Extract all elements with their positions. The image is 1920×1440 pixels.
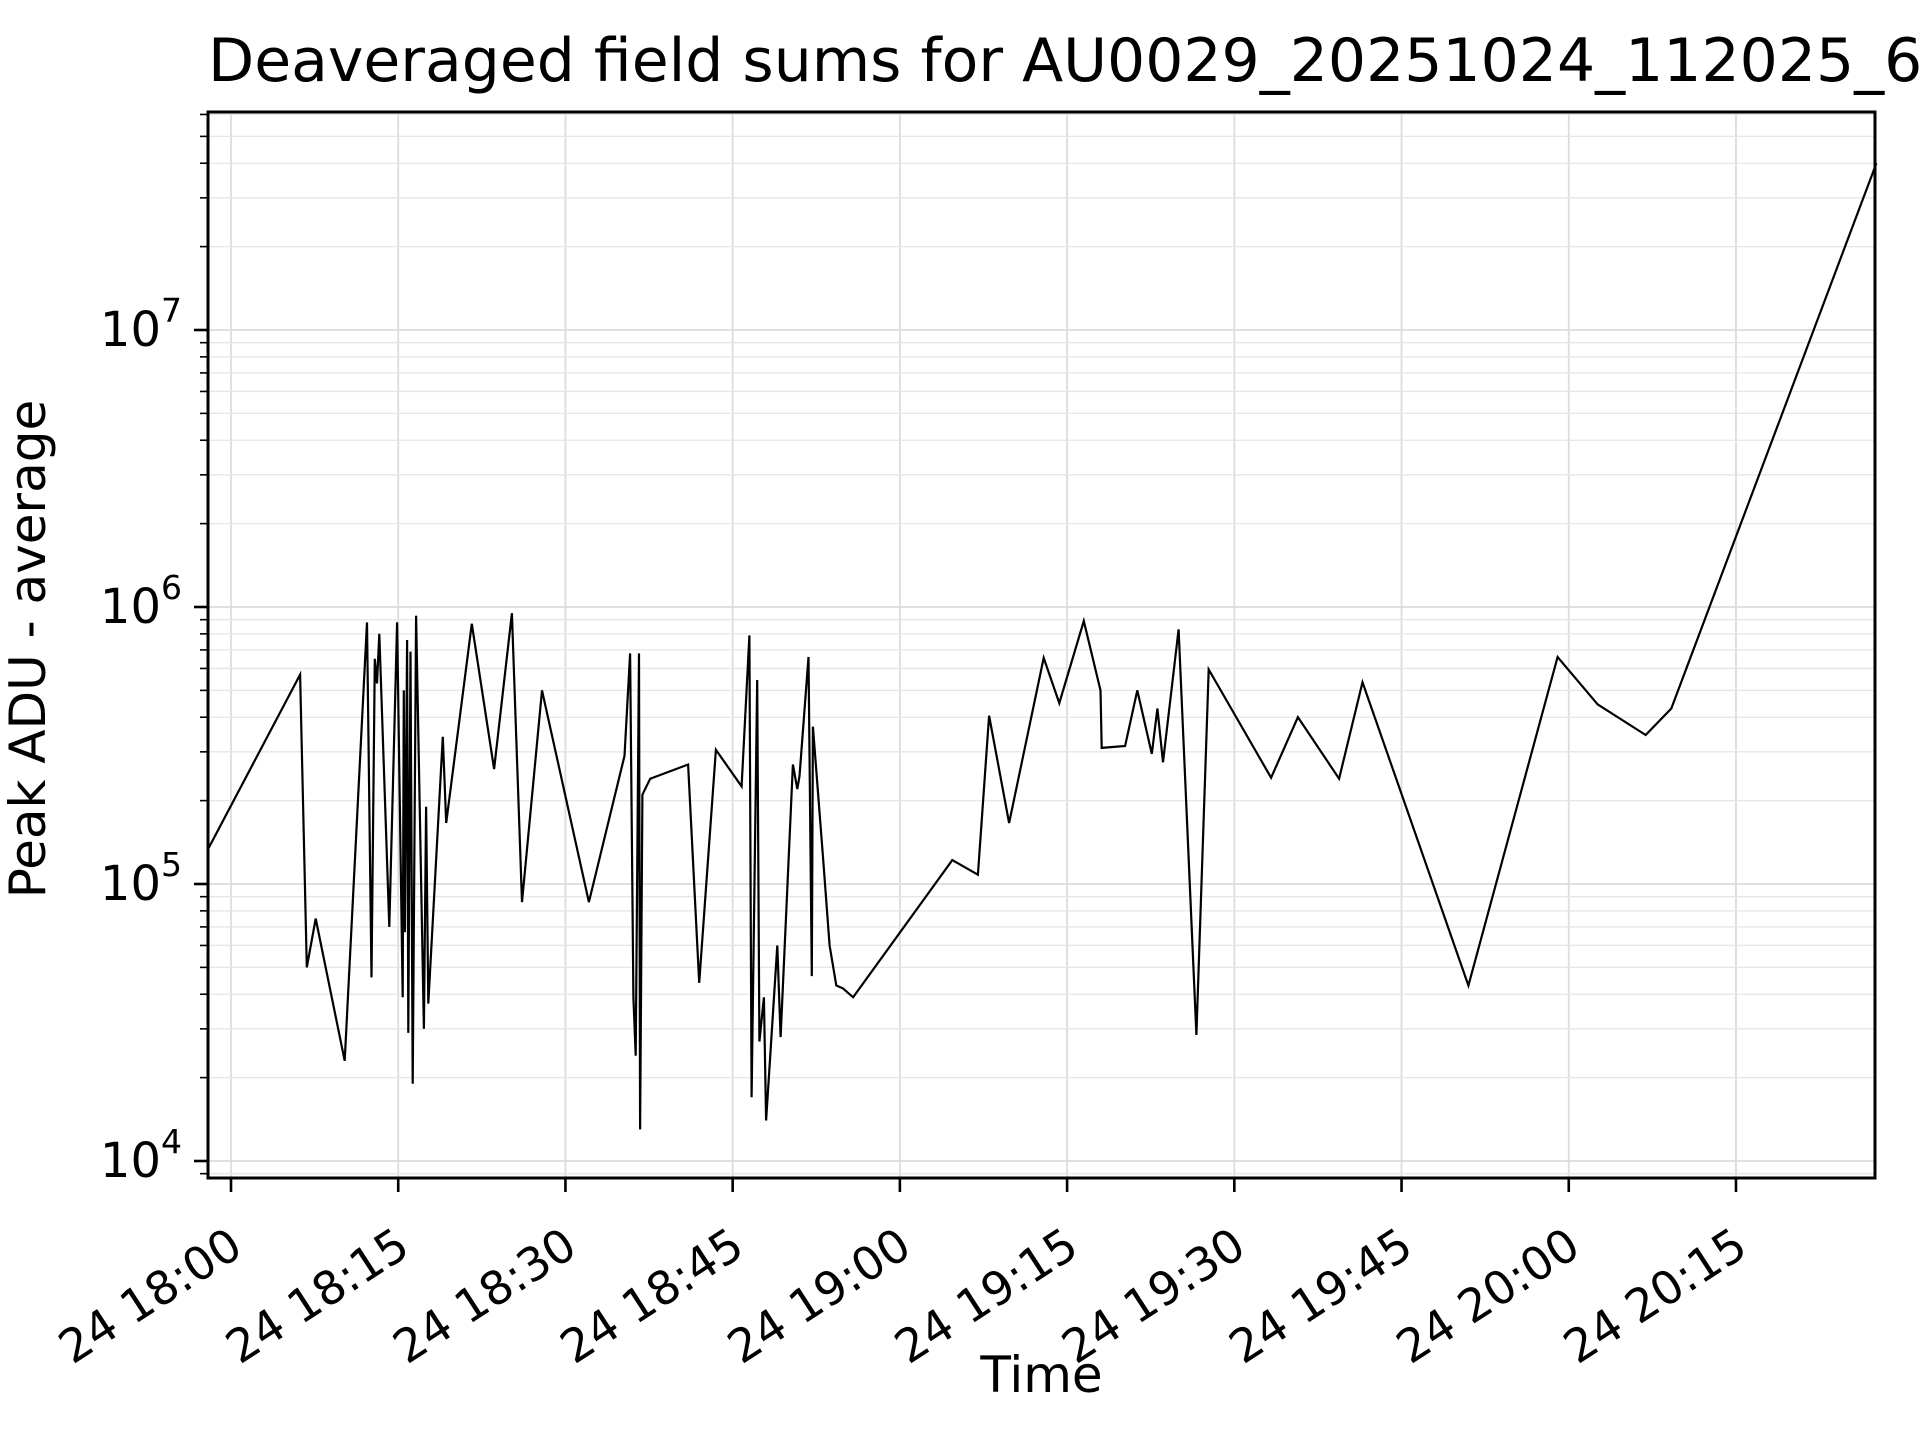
- y-tick-label: 105: [100, 845, 182, 912]
- y-axis-label: Peak ADU - average: [0, 399, 57, 899]
- x-axis-label: Time: [980, 1346, 1103, 1404]
- y-tick-label: 107: [100, 291, 182, 358]
- plot-border: [206, 110, 1877, 1180]
- y-tick-label: 104: [100, 1122, 182, 1189]
- data-series-line: [207, 162, 1878, 1130]
- y-tick-label: 106: [100, 568, 182, 635]
- chart-title: Deaveraged field sums for AU0029_2025102…: [208, 26, 1920, 96]
